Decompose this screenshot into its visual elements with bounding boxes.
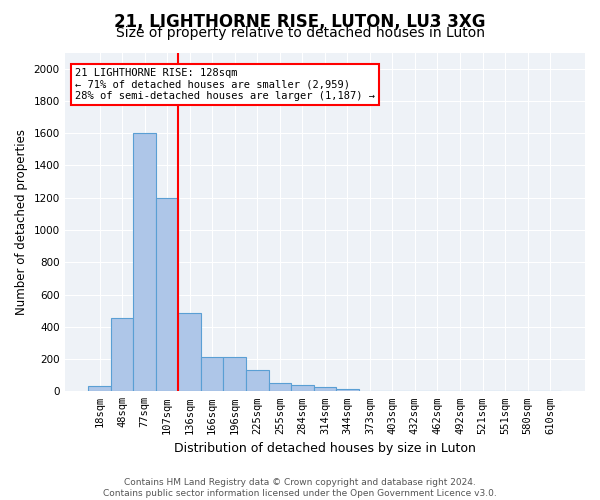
Text: Contains HM Land Registry data © Crown copyright and database right 2024.
Contai: Contains HM Land Registry data © Crown c… [103,478,497,498]
Bar [291,385,314,392]
Bar [111,318,133,392]
Bar [314,388,336,392]
Text: Size of property relative to detached houses in Luton: Size of property relative to detached ho… [115,26,485,40]
Y-axis label: Number of detached properties: Number of detached properties [15,129,28,315]
Bar [201,358,223,392]
Bar [156,198,178,392]
Text: 21 LIGHTHORNE RISE: 128sqm
← 71% of detached houses are smaller (2,959)
28% of s: 21 LIGHTHORNE RISE: 128sqm ← 71% of deta… [75,68,375,101]
Text: 21, LIGHTHORNE RISE, LUTON, LU3 3XG: 21, LIGHTHORNE RISE, LUTON, LU3 3XG [114,12,486,30]
Bar [223,358,246,392]
Bar [336,389,359,392]
Bar [178,313,201,392]
X-axis label: Distribution of detached houses by size in Luton: Distribution of detached houses by size … [174,442,476,455]
Bar [269,383,291,392]
Bar [133,133,156,392]
Bar [246,370,269,392]
Bar [88,386,111,392]
